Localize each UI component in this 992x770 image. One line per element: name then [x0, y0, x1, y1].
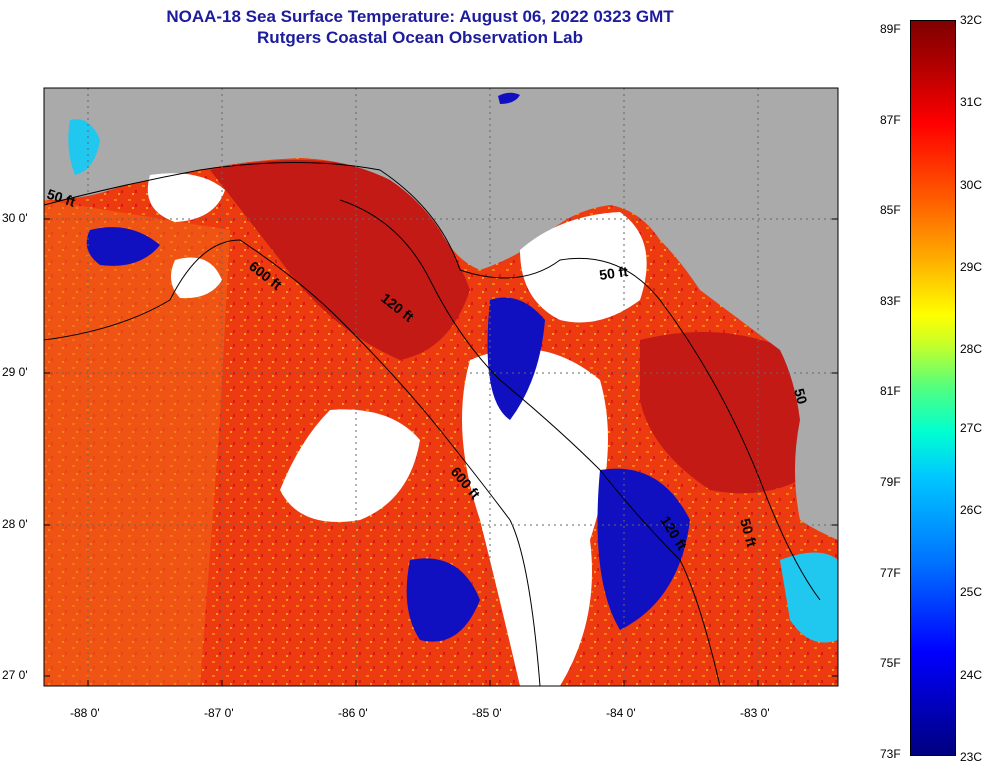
warm-sea-west	[44, 200, 230, 686]
colorbar-f-label: 79F	[880, 475, 901, 489]
cool-sea-southwest	[406, 558, 480, 642]
colorbar-f-label: 83F	[880, 294, 901, 308]
colorbar-c-label: 28C	[960, 342, 983, 356]
contour-label: 50 ft	[598, 263, 629, 283]
title-line-1: NOAA-18 Sea Surface Temperature: August …	[166, 7, 674, 26]
cyan-nearshore	[68, 119, 100, 175]
colorbar-f-label: 73F	[880, 747, 901, 761]
graticule	[44, 88, 838, 686]
inland-lake	[498, 92, 520, 104]
cloud-big-bend	[520, 212, 647, 323]
land-area	[44, 88, 838, 540]
colorbar-f-label: 89F	[880, 22, 901, 36]
lon-label: -86 0'	[338, 706, 368, 720]
colorbar-f-label: 77F	[880, 566, 901, 580]
colorbar-f-label: 87F	[880, 113, 901, 127]
colorbar-c-label: 23C	[960, 750, 983, 764]
cloud-central	[462, 348, 608, 686]
lat-label: 28 0'	[2, 517, 28, 531]
contour-label: 50 ft	[737, 517, 760, 549]
cloud-small	[171, 257, 222, 299]
hot-sea-east	[640, 332, 804, 494]
lon-label: -87 0'	[204, 706, 234, 720]
lat-label: 30 0'	[2, 211, 28, 225]
colorbar-c-label: 27C	[960, 421, 983, 435]
colorbar-f-label: 75F	[880, 656, 901, 670]
cool-sea-big-bend	[487, 297, 545, 420]
colorbar-c-label: 24C	[960, 668, 983, 682]
lat-label: 29 0'	[2, 365, 28, 379]
hot-sea-core	[210, 160, 470, 360]
cloud-west	[147, 173, 225, 222]
title-line-2: Rutgers Coastal Ocean Observation Lab	[257, 28, 583, 47]
lon-label: -85 0'	[472, 706, 502, 720]
colorbar-c-label: 31C	[960, 95, 983, 109]
colorbar-c-label: 26C	[960, 503, 983, 517]
lat-label: 27 0'	[2, 668, 28, 682]
cool-sea-nearshore	[86, 227, 160, 266]
contour-label: 50	[791, 387, 811, 406]
colorbar-f-label: 85F	[880, 203, 901, 217]
lon-label: -84 0'	[606, 706, 636, 720]
colorbar-c-label: 30C	[960, 178, 983, 192]
chart-title: NOAA-18 Sea Surface Temperature: August …	[0, 6, 840, 48]
lon-label: -88 0'	[70, 706, 100, 720]
contour-50ft	[44, 162, 821, 601]
colorbar-c-label: 25C	[960, 585, 983, 599]
contour-120ft	[339, 199, 721, 686]
cloud-southwest	[280, 409, 420, 522]
temperature-colorbar	[910, 20, 956, 756]
colorbar-c-label: 32C	[960, 13, 983, 27]
cyan-east-coast	[780, 552, 838, 643]
axis-ticks	[44, 218, 838, 686]
lon-label: -83 0'	[740, 706, 770, 720]
colorbar-c-label: 29C	[960, 260, 983, 274]
colorbar-f-label: 81F	[880, 384, 901, 398]
cool-sea-south	[597, 468, 690, 630]
